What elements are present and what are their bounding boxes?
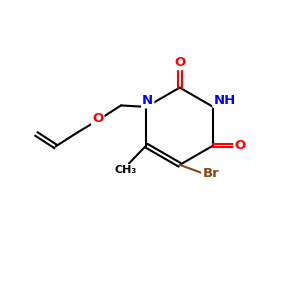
Text: N: N: [142, 94, 153, 107]
Text: O: O: [174, 56, 185, 69]
Text: O: O: [92, 112, 103, 125]
Text: NH: NH: [213, 94, 236, 107]
Text: CH₃: CH₃: [115, 165, 137, 175]
Text: Br: Br: [202, 167, 219, 180]
Text: O: O: [234, 139, 246, 152]
